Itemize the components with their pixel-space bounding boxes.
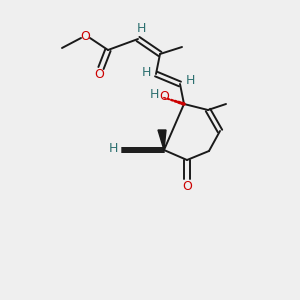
Text: H: H <box>108 142 118 155</box>
Text: O: O <box>80 31 90 44</box>
Text: O: O <box>182 179 192 193</box>
Text: H: H <box>149 88 159 101</box>
Text: O: O <box>94 68 104 82</box>
Text: H: H <box>136 22 146 34</box>
Polygon shape <box>158 130 166 150</box>
Text: O: O <box>159 91 169 103</box>
Text: H: H <box>185 74 195 86</box>
Text: H: H <box>141 65 151 79</box>
